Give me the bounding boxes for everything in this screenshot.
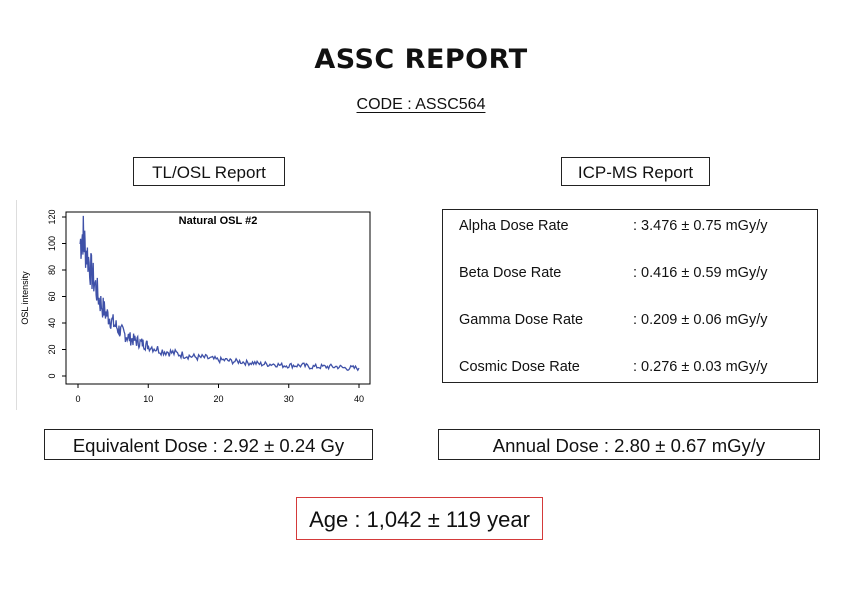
icp-ms-table: Alpha Dose Rate : 3.476 ± 0.75 mGy/y Bet… — [442, 209, 818, 383]
gamma-dose-label: Gamma Dose Rate — [459, 312, 584, 328]
osl-chart: 0 10 20 30 40 0 20 40 60 80 100 120 Natural OSL #2 … — [16, 200, 376, 412]
chart-title: Natural OSL #2 — [179, 215, 258, 227]
report-code: CODE : ASSC564 — [356, 96, 486, 113]
annual-dose-box: Annual Dose : 2.80 ± 0.67 mGy/y — [438, 429, 820, 460]
axis-ticks: 0 10 20 30 40 0 20 40 60 80 100 120 — [47, 209, 364, 404]
osl-series-line — [79, 215, 360, 372]
alpha-dose-label: Alpha Dose Rate — [459, 218, 569, 234]
y-tick-label: 100 — [47, 236, 57, 251]
y-tick-label: 120 — [47, 209, 57, 224]
cosmic-dose-value: : 0.276 ± 0.03 mGy/y — [633, 359, 768, 375]
y-tick-label: 0 — [47, 373, 57, 378]
beta-dose-value: : 0.416 ± 0.59 mGy/y — [633, 265, 768, 281]
beta-dose-label: Beta Dose Rate — [459, 265, 562, 281]
icp-ms-report-label: ICP-MS Report — [561, 157, 710, 186]
x-tick-label: 40 — [354, 394, 364, 404]
equivalent-dose-box: Equivalent Dose : 2.92 ± 0.24 Gy — [44, 429, 373, 460]
y-tick-label: 60 — [47, 291, 57, 301]
y-tick-label: 20 — [47, 344, 57, 354]
x-tick-label: 0 — [75, 394, 80, 404]
report-title: ASSC REPORT — [314, 44, 528, 75]
x-tick-label: 30 — [284, 394, 294, 404]
alpha-dose-value: : 3.476 ± 0.75 mGy/y — [633, 218, 768, 234]
y-tick-label: 80 — [47, 265, 57, 275]
x-tick-label: 10 — [143, 394, 153, 404]
tl-osl-report-label: TL/OSL Report — [133, 157, 285, 186]
x-tick-label: 20 — [213, 394, 223, 404]
gamma-dose-value: : 0.209 ± 0.06 mGy/y — [633, 312, 768, 328]
cosmic-dose-label: Cosmic Dose Rate — [459, 359, 580, 375]
y-axis-label: OSL intensity — [20, 271, 30, 325]
y-tick-label: 40 — [47, 318, 57, 328]
age-result-box: Age : 1,042 ± 119 year — [296, 497, 543, 540]
